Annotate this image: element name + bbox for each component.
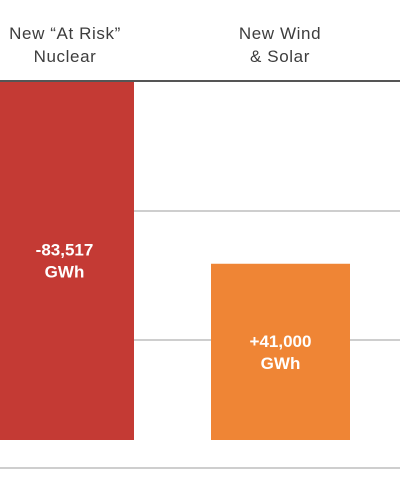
bar-nuclear	[0, 81, 134, 440]
category-label-nuclear-line1: New “At Risk”	[9, 24, 121, 43]
bar-data-label-wind-solar-1: +41,000	[250, 332, 312, 351]
category-label-nuclear-line2: Nuclear	[33, 47, 97, 66]
bar-data-label-nuclear-2: GWh	[45, 263, 85, 282]
bar-data-label-wind-solar-2: GWh	[261, 354, 301, 373]
bar-data-label-nuclear-1: -83,517	[36, 241, 94, 260]
category-label-wind-solar: New Wind & Solar	[195, 22, 365, 68]
bar-wind-solar	[211, 263, 350, 440]
category-label-wind-solar-line2: & Solar	[250, 47, 310, 66]
category-label-nuclear: New “At Risk” Nuclear	[0, 22, 150, 68]
category-label-wind-solar-line1: New Wind	[238, 24, 322, 43]
